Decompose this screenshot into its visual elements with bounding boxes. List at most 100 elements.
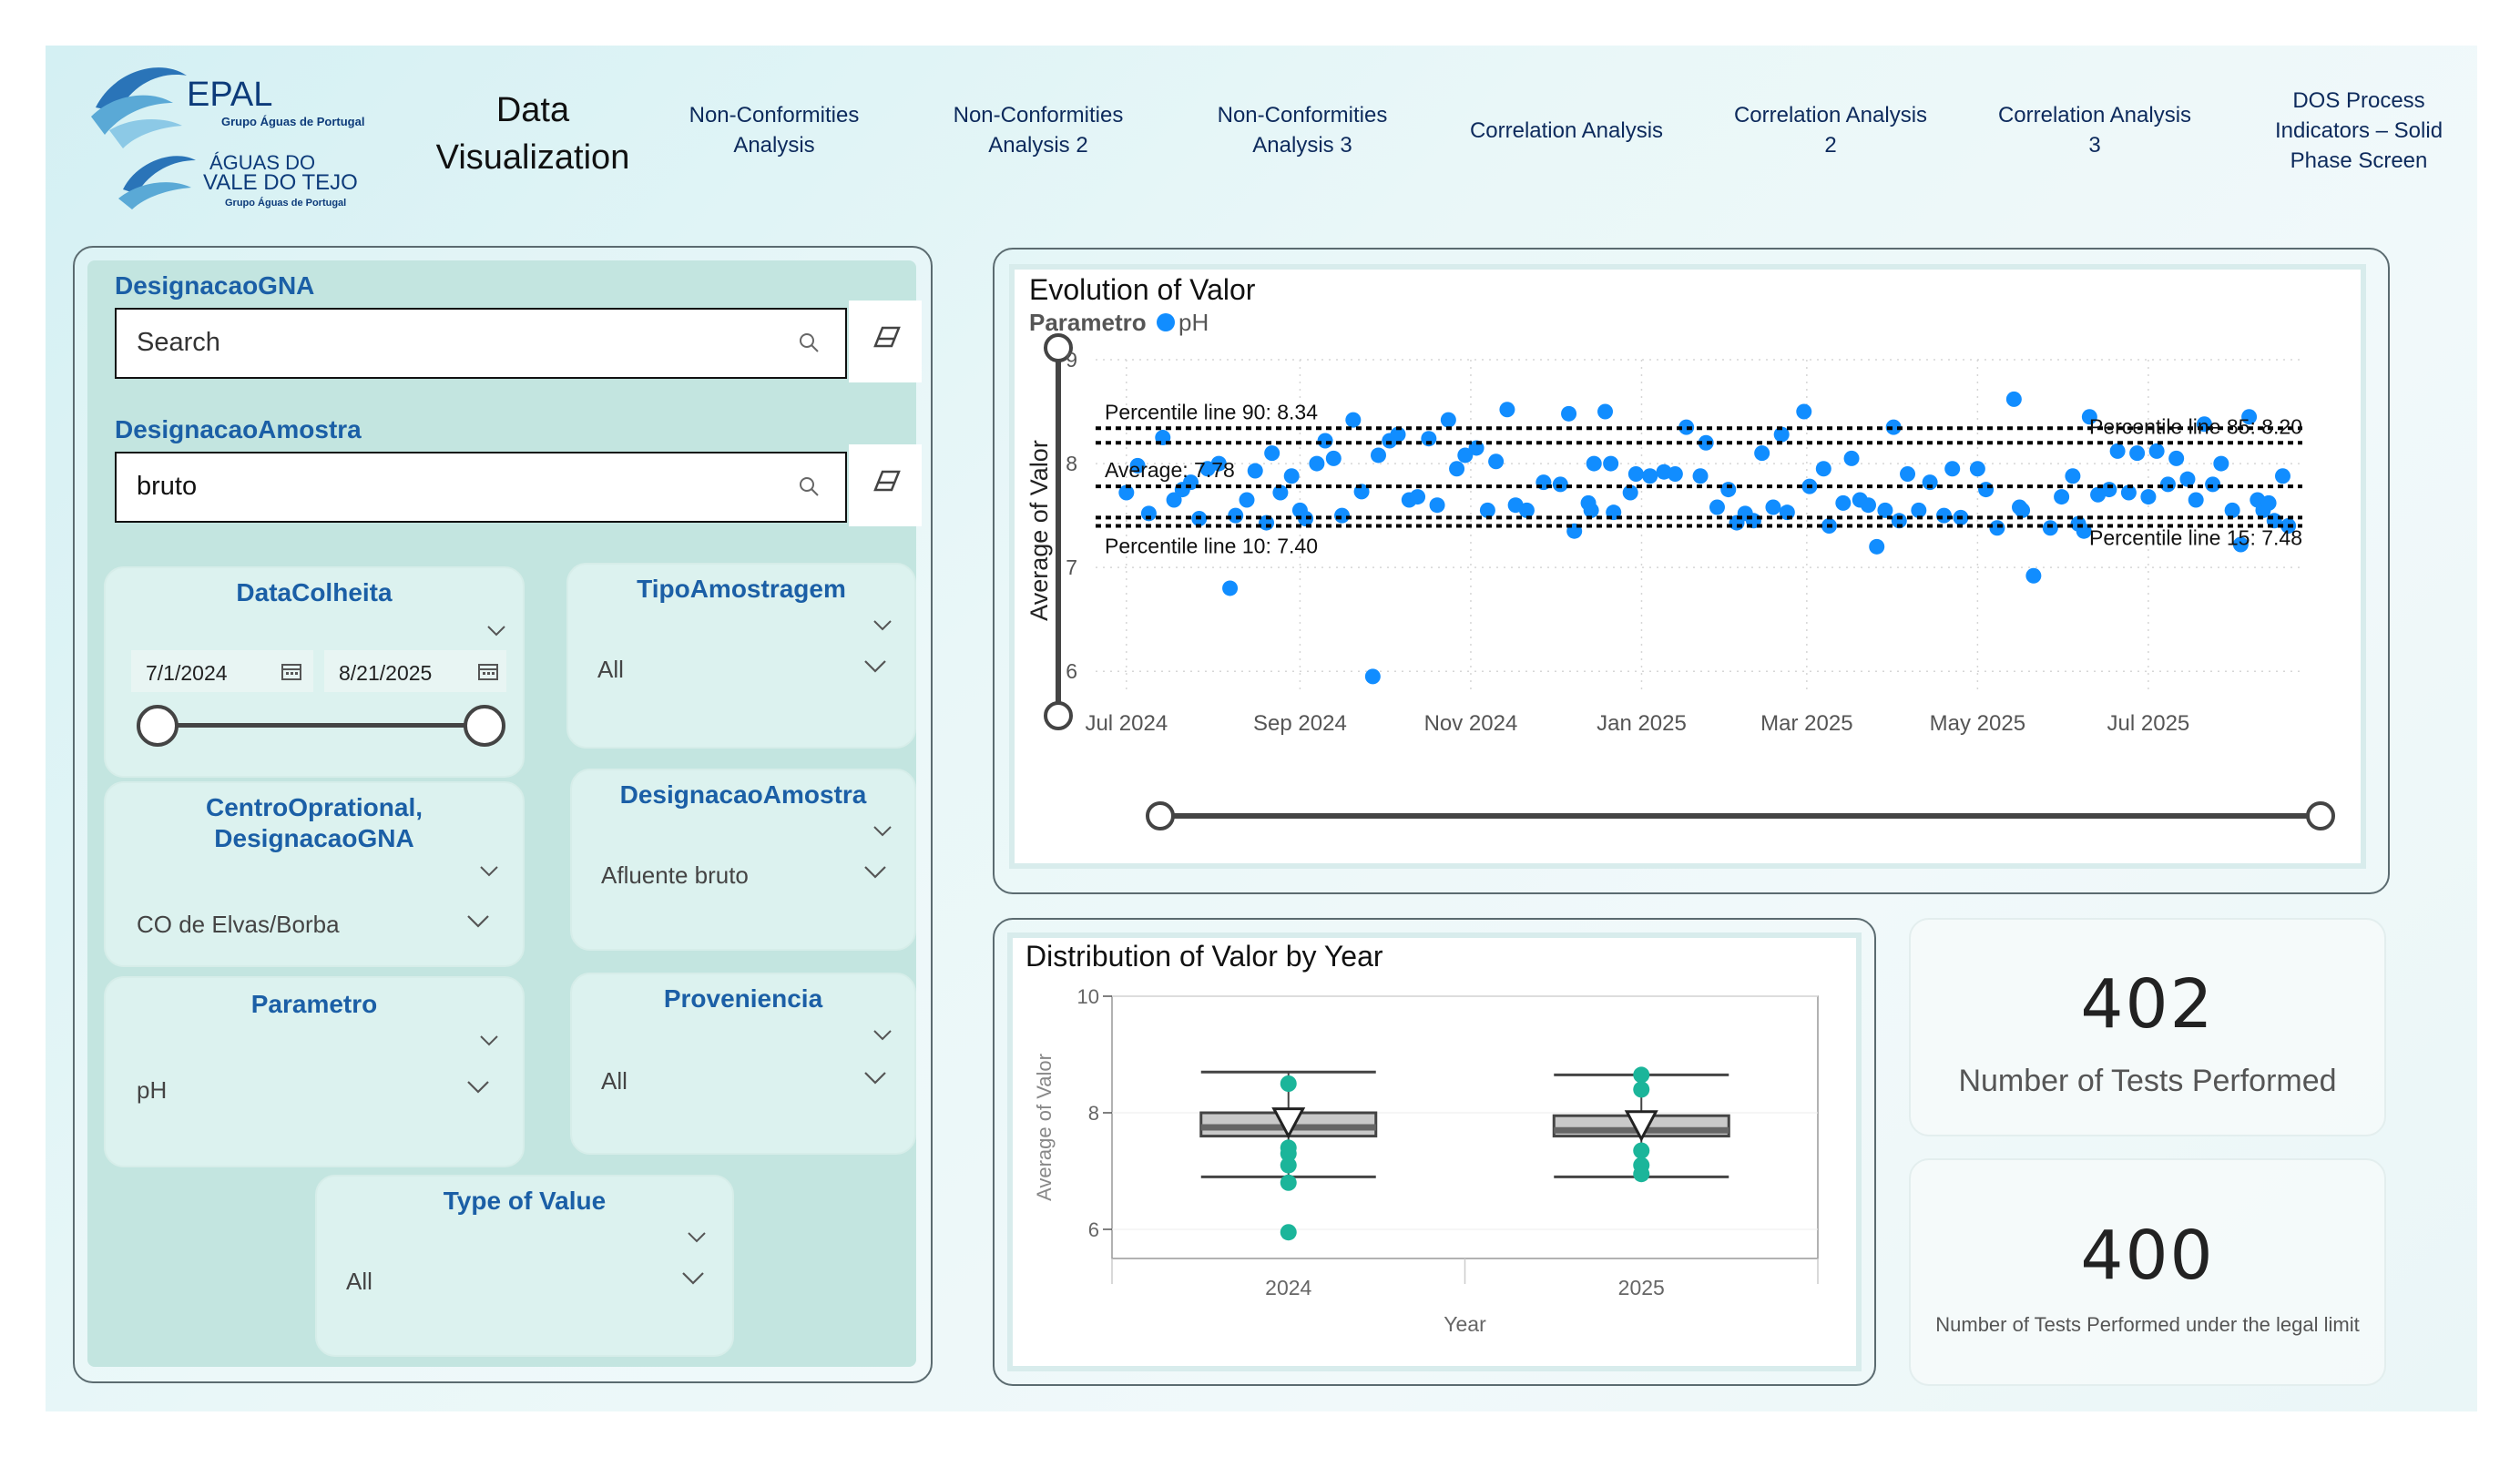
centro-gna-value: CO de Elvas/Borba bbox=[137, 911, 340, 938]
data-point bbox=[2274, 468, 2290, 484]
centro-gna-title-line2: DesignacaoGNA bbox=[214, 824, 414, 852]
data-point bbox=[2065, 468, 2081, 484]
chevron-down-icon[interactable] bbox=[872, 825, 893, 838]
type-of-value-title: Type of Value bbox=[443, 1187, 607, 1215]
data-point bbox=[1222, 580, 1239, 596]
parametro-dropdown[interactable]: pH bbox=[126, 1076, 499, 1109]
y-tick-label: 8 bbox=[1088, 1102, 1099, 1125]
kpi-tests-under-limit-card: 400 Number of Tests Performed under the … bbox=[1909, 1158, 2386, 1386]
date-range-handle-end[interactable] bbox=[464, 705, 505, 747]
calendar-icon[interactable] bbox=[281, 661, 302, 681]
data-point bbox=[1140, 505, 1157, 522]
distribution-box-chart: 10 8 6 Average of Valor Year 2024 2025 bbox=[1033, 985, 1819, 1336]
box-point bbox=[1633, 1066, 1650, 1084]
reference-line-label: Percentile line 90: 8.34 bbox=[1105, 400, 1318, 423]
x-tick-label: May 2025 bbox=[1930, 711, 2025, 736]
nav-label-line2: 3 bbox=[2088, 133, 2101, 158]
proveniencia-title: Proveniencia bbox=[663, 984, 823, 1013]
proveniencia-value: All bbox=[601, 1067, 627, 1095]
data-point bbox=[2188, 492, 2204, 508]
page-title-line1: Data bbox=[495, 91, 570, 129]
reference-line-label: Percentile line 85: 8.20 bbox=[2089, 414, 2302, 438]
tipo-amostragem-dropdown[interactable]: All bbox=[587, 656, 896, 688]
chevron-down-icon[interactable] bbox=[687, 1231, 707, 1244]
data-point bbox=[2205, 476, 2221, 493]
data-point bbox=[1309, 455, 1325, 472]
nav-correlation-analysis-2[interactable]: Correlation Analysis 2 bbox=[1712, 100, 1949, 160]
nav-correlation-analysis-3[interactable]: Correlation Analysis 3 bbox=[1976, 100, 2213, 160]
clear-search-amostra-button[interactable] bbox=[849, 444, 922, 526]
chevron-down-icon[interactable] bbox=[872, 619, 893, 632]
box-point bbox=[1633, 1081, 1650, 1098]
designacao-amostra-dropdown[interactable]: Afluente bruto bbox=[590, 861, 896, 894]
data-point bbox=[1877, 502, 1893, 518]
nav-label-line2: Analysis 3 bbox=[1252, 133, 1352, 158]
x-range-slider-handle-end bbox=[2306, 801, 2335, 830]
reference-line-label: Percentile line 10: 7.40 bbox=[1105, 535, 1318, 558]
y-range-slider-handle-bottom bbox=[1044, 701, 1073, 730]
x-tick-label: 2025 bbox=[1618, 1276, 1665, 1299]
search-gna-input[interactable]: Search bbox=[115, 308, 847, 379]
nav-dos-process-indicators[interactable]: DOS Process Indicators – Solid Phase Scr… bbox=[2240, 86, 2477, 176]
date-slicer-card: DataColheita 7/1/2024 8/21/2025 bbox=[104, 566, 525, 778]
proveniencia-dropdown[interactable]: All bbox=[590, 1067, 896, 1100]
epal-name: EPAL bbox=[187, 76, 272, 114]
box-point bbox=[1280, 1145, 1297, 1162]
date-end-input[interactable]: 8/21/2025 bbox=[324, 650, 506, 692]
data-point bbox=[1843, 450, 1860, 466]
mean-marker bbox=[1624, 1110, 1658, 1142]
data-point bbox=[1835, 494, 1852, 511]
x-tick-label: Nov 2024 bbox=[1424, 711, 1518, 736]
tipo-amostragem-card: TipoAmostragem All bbox=[566, 563, 916, 749]
data-point bbox=[1720, 482, 1737, 498]
data-point bbox=[1678, 419, 1695, 435]
search-amostra-value: bruto bbox=[137, 472, 198, 501]
data-point bbox=[1922, 474, 1938, 491]
legend-title: Parametro bbox=[1029, 309, 1147, 336]
x-range-slider-handle-start bbox=[1146, 801, 1175, 830]
data-point bbox=[2120, 484, 2137, 501]
data-point bbox=[1488, 453, 1505, 470]
mean-marker bbox=[1271, 1107, 1306, 1139]
chevron-down-icon[interactable] bbox=[479, 1034, 499, 1047]
search-icon[interactable] bbox=[798, 331, 820, 353]
date-range-handle-start[interactable] bbox=[137, 705, 179, 747]
chevron-down-icon[interactable] bbox=[486, 625, 506, 637]
nav-nonconformities-analysis-3[interactable]: Non-Conformities Analysis 3 bbox=[1184, 100, 1421, 160]
nav-nonconformities-analysis-2[interactable]: Non-Conformities Analysis 2 bbox=[920, 100, 1157, 160]
search-icon[interactable] bbox=[798, 475, 820, 497]
chevron-down-icon[interactable] bbox=[479, 865, 499, 878]
box-point bbox=[1280, 1075, 1297, 1092]
nav-correlation-analysis[interactable]: Correlation Analysis bbox=[1448, 116, 1685, 146]
data-point bbox=[2179, 471, 2196, 487]
data-point bbox=[1860, 497, 1876, 514]
epal-subtitle: Grupo Águas de Portugal bbox=[221, 115, 364, 128]
date-slicer-title: DataColheita bbox=[236, 578, 393, 606]
data-point bbox=[1989, 520, 2005, 536]
chevron-down-icon[interactable] bbox=[872, 1029, 893, 1042]
evolution-chart-panel: Evolution of Valor Parametro pH Average of… bbox=[1009, 264, 2366, 869]
nav-nonconformities-analysis[interactable]: Non-Conformities Analysis bbox=[656, 100, 893, 160]
eraser-icon bbox=[873, 326, 901, 348]
search-amostra-input[interactable]: bruto bbox=[115, 452, 847, 523]
calendar-icon[interactable] bbox=[477, 661, 499, 681]
centro-gna-dropdown[interactable]: CO de Elvas/Borba bbox=[126, 911, 499, 943]
eraser-icon bbox=[873, 470, 901, 492]
data-point bbox=[2015, 502, 2031, 518]
data-point bbox=[2213, 455, 2229, 472]
y-range-slider-handle-top bbox=[1044, 333, 1073, 362]
chevron-down-icon bbox=[864, 660, 886, 673]
data-point bbox=[1869, 538, 1885, 555]
clear-search-gna-button[interactable] bbox=[849, 301, 922, 382]
parametro-title: Parametro bbox=[250, 990, 378, 1018]
date-start-input[interactable]: 7/1/2024 bbox=[131, 650, 313, 692]
kpi-tests-performed-card: 402 Number of Tests Performed bbox=[1909, 918, 2386, 1136]
data-point bbox=[1597, 403, 1614, 420]
data-point bbox=[1325, 450, 1342, 466]
tipo-amostragem-title: TipoAmostragem bbox=[637, 575, 846, 603]
search-gna-label: DesignacaoGNA bbox=[115, 271, 315, 300]
data-point bbox=[1364, 668, 1381, 685]
centro-gna-card: CentroOprational, DesignacaoGNA CO de El… bbox=[104, 781, 525, 967]
evolution-scatter-chart: Parametro pH Average of Valor 9 8 7 6 Jul 2024 S… bbox=[1025, 309, 2335, 830]
type-of-value-dropdown[interactable]: All bbox=[335, 1268, 714, 1300]
